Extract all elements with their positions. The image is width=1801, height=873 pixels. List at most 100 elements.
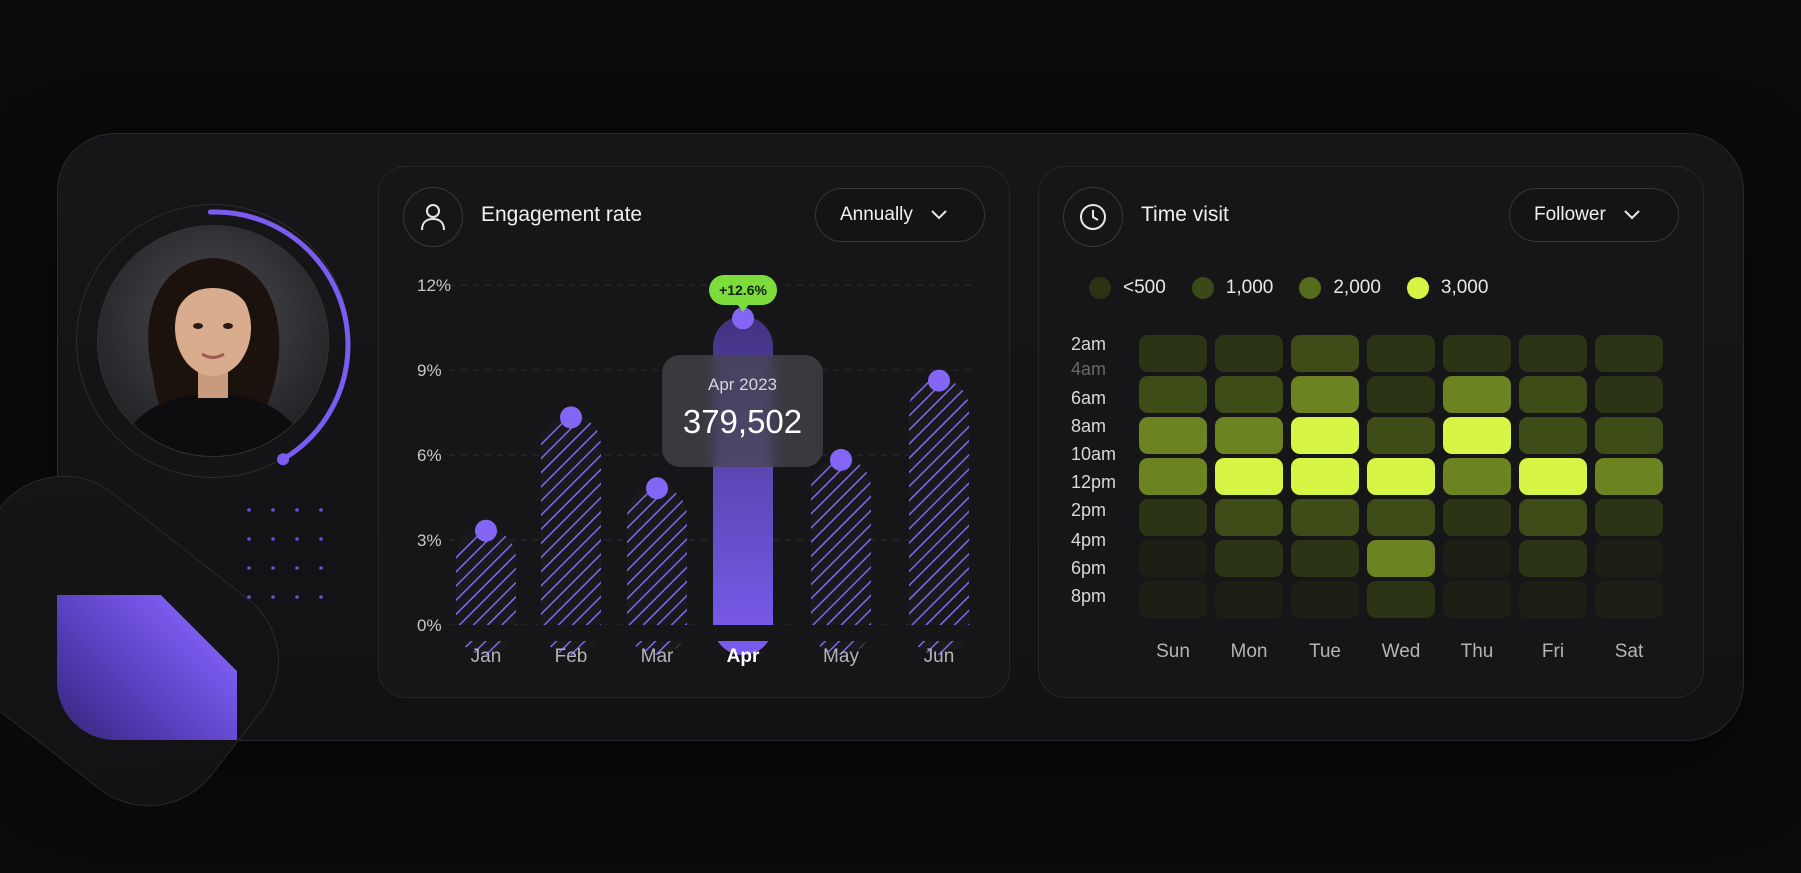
decorative-dot bbox=[319, 537, 323, 541]
bar-jun[interactable] bbox=[909, 378, 969, 655]
legend-dot bbox=[1191, 277, 1214, 299]
heatmap-cell[interactable] bbox=[1595, 335, 1663, 372]
heatmap-cell[interactable] bbox=[1595, 499, 1663, 536]
heatmap-column-label: Sat bbox=[1614, 641, 1644, 662]
heatmap-cell[interactable] bbox=[1443, 540, 1511, 577]
bar-point-apr bbox=[732, 307, 754, 330]
heatmap-cell[interactable] bbox=[1367, 540, 1435, 577]
chevron-down-icon bbox=[1624, 210, 1640, 220]
heatmap-cell[interactable] bbox=[1139, 499, 1207, 536]
heatmap-cell[interactable] bbox=[1443, 335, 1511, 372]
bar-mar[interactable] bbox=[627, 486, 687, 655]
decorative-dot bbox=[319, 508, 323, 512]
y-tick-label: 9% bbox=[417, 361, 442, 380]
heatmap-column-label: Wed bbox=[1381, 641, 1421, 662]
heatmap-cell[interactable] bbox=[1291, 335, 1359, 372]
decorative-dot bbox=[247, 508, 251, 512]
bar-jan[interactable] bbox=[456, 528, 516, 655]
engagement-panel: Engagement rate Annually 0% 3% 6% 9% 12% Jan F… bbox=[378, 166, 1010, 698]
period-dropdown[interactable]: Annually bbox=[815, 188, 985, 242]
legend-dot bbox=[1089, 277, 1111, 299]
chart-baseline-mask bbox=[379, 625, 1009, 641]
heatmap-cell[interactable] bbox=[1443, 499, 1511, 536]
heatmap-row-label: 8pm bbox=[1071, 586, 1107, 606]
change-badge: +12.6% bbox=[709, 275, 777, 312]
audience-dropdown-label: Follower bbox=[1534, 204, 1606, 225]
heatmap-cell[interactable] bbox=[1291, 499, 1359, 536]
heatmap-cell[interactable] bbox=[1215, 335, 1283, 372]
heatmap-cell[interactable] bbox=[1519, 499, 1587, 536]
x-tick-label: Jan bbox=[471, 646, 502, 667]
decorative-purple-shape bbox=[57, 595, 237, 740]
chevron-down-icon bbox=[931, 210, 947, 220]
heatmap-cell[interactable] bbox=[1595, 540, 1663, 577]
audience-dropdown[interactable]: Follower bbox=[1509, 188, 1679, 242]
heatmap-cell[interactable] bbox=[1519, 335, 1587, 372]
heatmap-cell[interactable] bbox=[1215, 581, 1283, 618]
heatmap-cell[interactable] bbox=[1443, 581, 1511, 618]
heatmap-cell[interactable] bbox=[1291, 458, 1359, 495]
heatmap-cell[interactable] bbox=[1519, 458, 1587, 495]
tooltip-value: 379,502 bbox=[682, 403, 803, 440]
x-tick-label: Jun bbox=[924, 646, 955, 667]
heatmap-cell[interactable] bbox=[1595, 417, 1663, 454]
bar-point-feb bbox=[560, 406, 582, 429]
legend-item: 1,000 bbox=[1191, 277, 1273, 299]
heatmap-cell[interactable] bbox=[1139, 335, 1207, 372]
decorative-dot bbox=[319, 566, 323, 570]
bar-point-jun bbox=[928, 369, 950, 392]
decorative-dot bbox=[247, 537, 251, 541]
avatar[interactable] bbox=[97, 225, 329, 457]
legend-item: 3,000 bbox=[1406, 277, 1488, 299]
heatmap-cell[interactable] bbox=[1367, 417, 1435, 454]
decorative-dot-grid bbox=[247, 508, 323, 599]
heatmap-cell[interactable] bbox=[1367, 499, 1435, 536]
heatmap-cell[interactable] bbox=[1519, 581, 1587, 618]
heatmap-cell[interactable] bbox=[1215, 540, 1283, 577]
heatmap-row-label: 4pm bbox=[1071, 530, 1107, 550]
heatmap-cell[interactable] bbox=[1139, 540, 1207, 577]
decorative-dot bbox=[271, 537, 275, 541]
heatmap-cell[interactable] bbox=[1291, 376, 1359, 413]
decorative-dot bbox=[271, 508, 275, 512]
heatmap-cell[interactable] bbox=[1367, 581, 1435, 618]
heatmap-cell[interactable] bbox=[1367, 335, 1435, 372]
heatmap-cell[interactable] bbox=[1443, 458, 1511, 495]
heatmap-cell[interactable] bbox=[1443, 417, 1511, 454]
heatmap-cell[interactable] bbox=[1367, 458, 1435, 495]
heatmap-column-label: Sun bbox=[1156, 641, 1190, 662]
heatmap-cell[interactable] bbox=[1443, 376, 1511, 413]
heatmap-cell[interactable] bbox=[1139, 581, 1207, 618]
heatmap-cell[interactable] bbox=[1139, 417, 1207, 454]
heatmap-cell[interactable] bbox=[1215, 458, 1283, 495]
decorative-dot bbox=[271, 595, 275, 599]
heatmap-row-label: 10am bbox=[1071, 444, 1117, 464]
y-tick-label: 6% bbox=[417, 446, 442, 465]
person-portrait bbox=[98, 226, 328, 456]
heatmap-cell[interactable] bbox=[1215, 376, 1283, 413]
bar-may[interactable] bbox=[811, 457, 871, 655]
heatmap-cell[interactable] bbox=[1139, 376, 1207, 413]
decorative-dot bbox=[295, 595, 299, 599]
heatmap-cell[interactable] bbox=[1139, 458, 1207, 495]
heatmap-cell[interactable] bbox=[1519, 376, 1587, 413]
heatmap-cell[interactable] bbox=[1595, 458, 1663, 495]
user-icon-button[interactable] bbox=[403, 187, 463, 247]
decorative-dot bbox=[247, 595, 251, 599]
bar-feb[interactable] bbox=[541, 415, 601, 655]
heatmap-cell[interactable] bbox=[1291, 417, 1359, 454]
heatmap-cell[interactable] bbox=[1519, 540, 1587, 577]
heatmap-cell[interactable] bbox=[1215, 499, 1283, 536]
heatmap-cell[interactable] bbox=[1595, 581, 1663, 618]
heatmap-cell[interactable] bbox=[1367, 376, 1435, 413]
heatmap-cell[interactable] bbox=[1291, 540, 1359, 577]
heatmap-cell[interactable] bbox=[1215, 417, 1283, 454]
heatmap-cell[interactable] bbox=[1595, 376, 1663, 413]
heatmap-cell[interactable] bbox=[1291, 581, 1359, 618]
user-icon bbox=[421, 204, 445, 231]
profile-progress-arc bbox=[79, 209, 351, 481]
heatmap-column-label: Fri bbox=[1541, 641, 1565, 662]
heatmap-cell[interactable] bbox=[1519, 417, 1587, 454]
clock-icon-button[interactable] bbox=[1063, 187, 1123, 247]
x-tick-label: Mar bbox=[641, 646, 674, 667]
